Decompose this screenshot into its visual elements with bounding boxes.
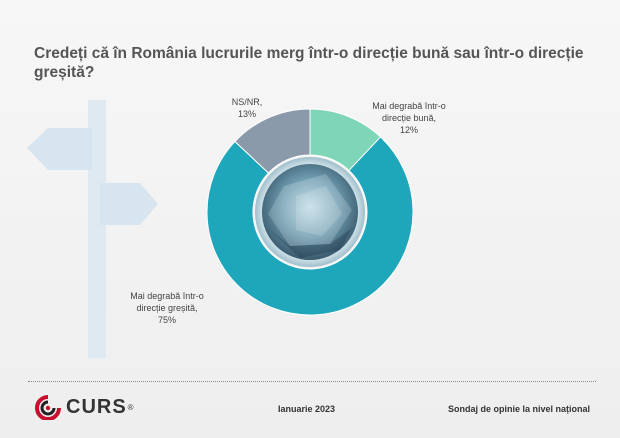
slice-label-good: Mai degrabă într-o direcție bună, 12% [364,100,454,136]
slice-label-good-line1: Mai degrabă într-o [372,101,446,111]
chart-title: Credeți că în România lucrurile merg înt… [34,45,584,81]
slice-value-bad: 75% [157,315,176,325]
slice-value-nsnr: 13% [237,109,256,119]
slice-label-nsnr-line1: NS/NR, [231,97,263,107]
donut-slice-nsnr [234,108,311,174]
signpost-pole [88,100,106,358]
donut-hub [255,157,365,267]
slice-label-bad-line2: direcție greșită, [136,303,198,313]
footer-divider [28,381,596,382]
logo-text: CURS [66,395,127,418]
donut-slice-bad [206,136,414,316]
logo-swirl-icon [35,395,61,420]
signpost-arrow-right [100,183,158,225]
signpost-arrow-left [27,128,92,170]
slice-label-good-line2: direcție bună, [381,113,437,123]
slice-value-good: 12% [399,125,418,135]
logo-registered-mark: ® [127,402,134,412]
footer-date: Ianuarie 2023 [278,404,336,414]
footer-source: Sondaj de opinie la nivel național [448,404,591,414]
curs-logo: CURS ® [34,394,134,420]
slice-label-bad-line1: Mai degrabă într-o [130,291,204,301]
slice-label-bad: Mai degrabă într-o direcție greșită, 75% [118,290,216,326]
slice-label-nsnr: NS/NR, 13% [222,96,272,120]
